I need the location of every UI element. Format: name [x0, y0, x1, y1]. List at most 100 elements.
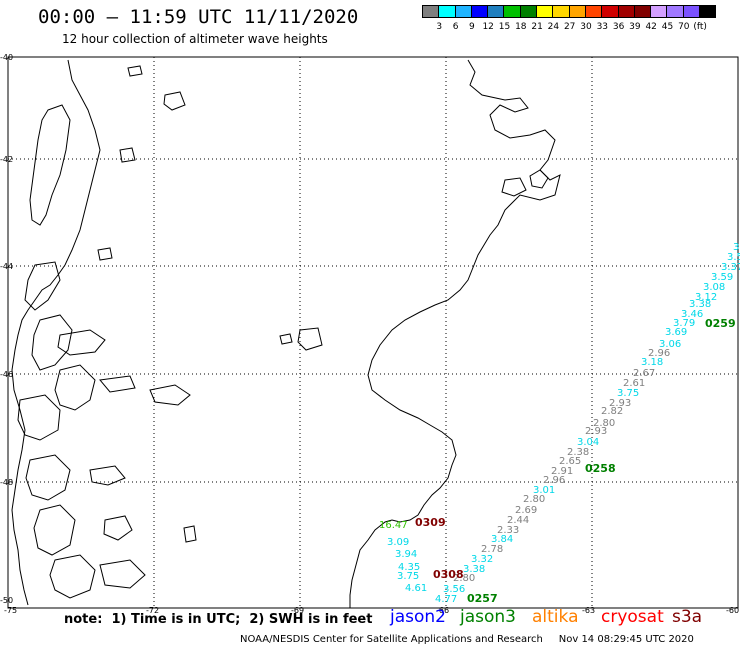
- colorbar-label: 27: [563, 22, 576, 32]
- colorbar-label: 9: [469, 22, 475, 32]
- swh-value: 3.5: [727, 252, 740, 263]
- swh-value: 3.46: [681, 309, 703, 320]
- lake-10: [279, 333, 293, 345]
- swh-value: 2.67: [633, 368, 655, 379]
- pass-time-label: 0259: [705, 317, 736, 330]
- legend-altika: altika: [532, 607, 579, 627]
- swh-value: 16.47: [379, 520, 408, 531]
- fjords-block-1: [24, 261, 61, 311]
- colorbar-label: 18: [515, 22, 527, 32]
- swh-value: 3.75: [617, 388, 639, 399]
- chile-mainland-coast: [11, 59, 101, 606]
- colorbar-label: 39: [629, 22, 641, 32]
- golfo-san-jose: [529, 169, 549, 189]
- swh-value: 3.08: [703, 282, 725, 293]
- fjords-block-6: [33, 504, 76, 556]
- swh-value: 4.35: [398, 562, 420, 573]
- lake-4: [97, 247, 113, 261]
- swh-value: 2.65: [559, 456, 581, 467]
- swh-value: 2.80: [523, 494, 545, 505]
- swh-value: 3.38: [463, 564, 485, 575]
- footer-note: note: 1) Time is in UTC; 2) SWH is in fe…: [64, 612, 373, 627]
- pass-time-label: 0308: [433, 568, 464, 581]
- latitude-labels: -40 -42 -44 -46 -48 -50: [0, 53, 13, 605]
- lon-label: -69: [291, 606, 304, 615]
- lake-7: [99, 559, 146, 589]
- swh-value: 2.96: [648, 348, 670, 359]
- lake-argentino: [89, 465, 126, 486]
- lake-1: [127, 65, 143, 77]
- swh-value: 3.06: [659, 339, 681, 350]
- swh-value: 3.09: [387, 537, 409, 548]
- map-frame: [7, 56, 739, 609]
- pass-time-label: 0309: [415, 516, 446, 529]
- legend-s3a: s3a: [672, 607, 703, 627]
- swh-value: 3.56: [443, 584, 465, 595]
- colorbar-label: (ft): [693, 22, 707, 32]
- swh-value: 2.69: [515, 505, 537, 516]
- colorbar-label: 45: [661, 22, 674, 32]
- lon-label: -66: [436, 606, 449, 615]
- swh-value: 3.32: [471, 554, 493, 565]
- swh-value: 2.44: [507, 515, 529, 526]
- wave-height-colorbar: [422, 5, 717, 18]
- legend-jason3: jason3: [460, 607, 516, 627]
- lake-5: [149, 384, 191, 406]
- colorbar-label: 12: [482, 22, 494, 32]
- swh-value: 4.77: [435, 594, 457, 605]
- lat-label: -44: [0, 262, 13, 271]
- swh-value: 4.61: [405, 583, 427, 594]
- lake-9: [297, 327, 323, 351]
- lat-label: -42: [0, 155, 13, 164]
- lake-6: [99, 375, 136, 393]
- swh-value: 3.59: [711, 272, 733, 283]
- swh-value: 2.96: [543, 475, 565, 486]
- swh-value: 2.61: [623, 378, 645, 389]
- lon-label: -63: [582, 606, 595, 615]
- swh-value: 3.12: [695, 292, 717, 303]
- colorbar-label: 3: [436, 22, 443, 32]
- colorbar-label: 21: [531, 22, 543, 32]
- lat-label: -48: [0, 478, 13, 487]
- swh-value: 3.75: [397, 571, 419, 582]
- swh-value: 2.33: [497, 525, 519, 536]
- golfo-nuevo: [501, 177, 527, 197]
- fjords-block-4: [17, 394, 61, 441]
- colorbar-label: 24: [547, 22, 560, 32]
- legend-jason2: jason2: [390, 607, 446, 627]
- credit-line: NOAA/NESDIS Center for Satellite Applica…: [240, 634, 694, 645]
- swh-value: 3.18: [641, 357, 663, 368]
- swh-value: 3.79: [673, 318, 695, 329]
- fjords-block-7: [49, 554, 96, 599]
- colorbar-swatch: [699, 5, 717, 18]
- legend-cryosat: cryosat: [601, 607, 664, 627]
- colorbar-labels: 3 6 9 12 15 18 21 24 27 30 33 36 39 42 45 70 (ft): [422, 22, 740, 34]
- swh-value: 3.84: [491, 534, 513, 545]
- chiloe-island: [29, 104, 71, 226]
- lon-label: -60: [726, 606, 739, 615]
- swh-value: 2.91: [551, 466, 573, 477]
- colorbar-label: 6: [452, 22, 459, 32]
- swh-value: 3.38: [689, 299, 711, 310]
- pass-time-label: 0258: [585, 462, 616, 475]
- map-title: 00:00 – 11:59 UTC 11/11/2020: [38, 6, 359, 28]
- swh-value: 2.93: [585, 426, 607, 437]
- lat-label: -46: [0, 370, 13, 379]
- colorbar-label: 42: [645, 22, 657, 32]
- lake-viedma: [103, 515, 133, 541]
- lat-label: -40: [0, 53, 13, 62]
- swh-value: 3.01: [533, 485, 555, 496]
- swh-value: 2.82: [601, 406, 623, 417]
- swh-value: 2.80: [453, 573, 475, 584]
- swh-value: 3.69: [665, 327, 687, 338]
- lon-label: -75: [4, 606, 17, 615]
- colorbar-label: 30: [580, 22, 592, 32]
- graticule: [8, 57, 738, 608]
- colorbar-label: 36: [612, 22, 625, 32]
- coastlines: [11, 59, 561, 608]
- fjords-block-2: [31, 314, 73, 371]
- fjords-block-3: [54, 364, 96, 411]
- fjords-block-5: [25, 454, 71, 501]
- swh-value: 3.37: [721, 262, 740, 273]
